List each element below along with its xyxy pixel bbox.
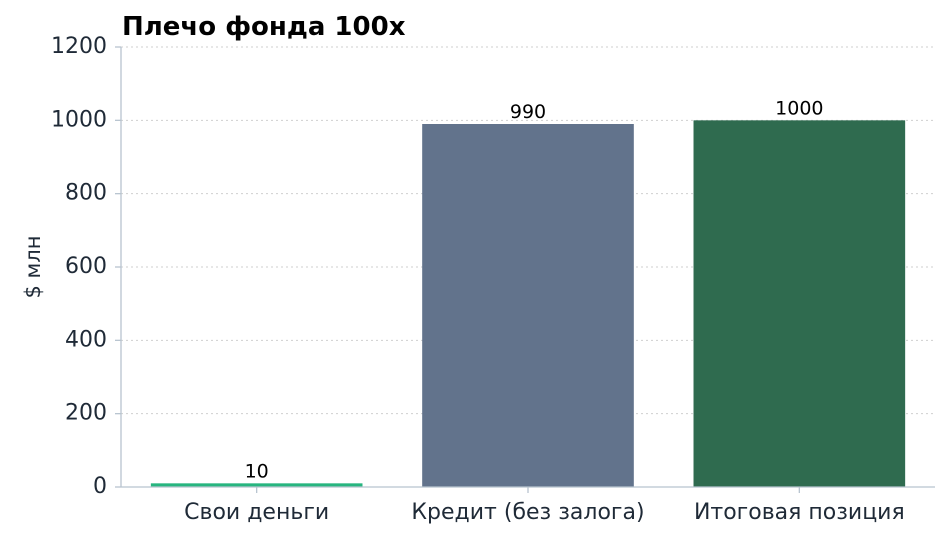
y-tick-label: 600 (65, 254, 107, 279)
bar (150, 483, 363, 487)
bars (150, 120, 906, 487)
chart-title: Плечо фонда 100x (122, 12, 406, 42)
y-tick-labels: 0 200 400 600 800 1000 1200 (51, 34, 121, 499)
data-label: 10 (245, 460, 269, 482)
y-tick-label: 200 (65, 401, 107, 426)
y-tick-label: 400 (65, 327, 107, 352)
y-tick-label: 1000 (51, 107, 107, 132)
bar (422, 124, 634, 487)
y-tick-label: 800 (65, 181, 107, 206)
data-label: 990 (510, 101, 546, 123)
x-tick-label: Итоговая позиция (694, 500, 905, 525)
y-axis-label: $ млн (21, 235, 45, 298)
data-label: 1000 (775, 97, 823, 119)
y-tick-label: 1200 (51, 34, 107, 59)
y-tick-label: 0 (93, 474, 107, 499)
x-tick-labels: Свои деньги Кредит (без залога) Итоговая п… (184, 487, 905, 525)
bar (693, 120, 906, 487)
x-tick-label: Свои деньги (184, 500, 329, 525)
x-tick-label: Кредит (без залога) (411, 500, 644, 525)
data-labels: 10 990 1000 (245, 97, 824, 482)
